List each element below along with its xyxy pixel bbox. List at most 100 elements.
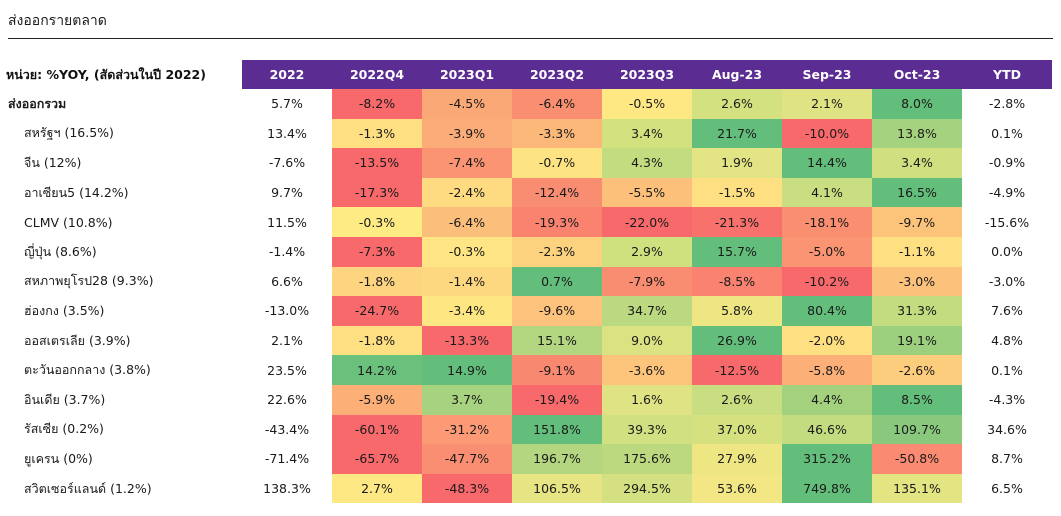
table-row: สหรัฐฯ (16.5%) 13.4% -1.3% -3.9% -3.3% 3.4% 21… — [4, 118, 1052, 149]
table-cell: -19.4% — [512, 384, 602, 415]
table-cell: -21.3% — [692, 207, 782, 237]
column-header: 2022Q4 — [332, 60, 422, 89]
table-row: สวิตเซอร์แลนด์ (1.2%) 138.3% 2.7% -48.3% 106… — [4, 473, 1052, 504]
table-cell: 2.7% — [332, 473, 422, 504]
table-cell: 11.5% — [267, 214, 307, 230]
table-cell: 14.4% — [782, 148, 872, 178]
column-header: 2023Q1 — [422, 60, 512, 89]
row-label: สวิตเซอร์แลนด์ (1.2%) — [24, 480, 152, 496]
table-cell: 135.1% — [872, 473, 962, 504]
table-cell: 315.2% — [782, 444, 872, 474]
title-divider — [8, 38, 1053, 39]
table-cell: -15.6% — [984, 214, 1030, 230]
table-cell: -5.0% — [782, 236, 872, 267]
row-label: อินเดีย (3.7%) — [24, 391, 106, 407]
row-label: CLMV (10.8%) — [24, 214, 113, 230]
row-label: สหรัฐฯ (16.5%) — [24, 125, 114, 141]
table-cell: 3.7% — [422, 384, 512, 415]
table-cell: 34.6% — [987, 421, 1027, 437]
table-cell: -3.6% — [602, 355, 692, 385]
table-cell: -0.7% — [512, 148, 602, 178]
table-cell: -1.8% — [332, 266, 422, 297]
table-cell: 1.6% — [602, 384, 692, 415]
table-cell: 2.6% — [692, 89, 782, 119]
table-cell: 23.5% — [267, 362, 307, 378]
table-cell: -7.3% — [332, 236, 422, 267]
table-cell: 109.7% — [872, 414, 962, 445]
table-cell: -4.9% — [988, 185, 1026, 201]
column-header: Aug-23 — [692, 60, 782, 89]
table-row: ออสเตรเลีย (3.9%) 2.1% -1.8% -13.3% 15.1% 9.0… — [4, 325, 1052, 356]
row-label: ยูเครน (0%) — [24, 450, 93, 466]
row-label: จีน (12%) — [24, 154, 82, 170]
table-cell: 9.7% — [271, 185, 303, 201]
table-cell: -10.0% — [782, 118, 872, 149]
table-cell: 39.3% — [602, 414, 692, 445]
table-cell: -4.3% — [988, 392, 1026, 408]
table-cell: 6.5% — [991, 481, 1023, 497]
table-cell: 13.4% — [267, 125, 307, 141]
table-cell: 0.1% — [991, 125, 1023, 141]
table-cell: 106.5% — [512, 473, 602, 504]
table-cell: -5.8% — [782, 355, 872, 385]
table-row: อินเดีย (3.7%) 22.6% -5.9% 3.7% -19.4% 1.6% 2.… — [4, 384, 1052, 415]
table-cell: -24.7% — [332, 296, 422, 326]
row-label: ตะวันออกกลาง (3.8%) — [24, 362, 151, 378]
table-row: ญี่ปุ่น (8.6%) -1.4% -7.3% -0.3% -2.3% 2.9% 15… — [4, 236, 1052, 267]
table-row: สหภาพยุโรป28 (9.3%) 6.6% -1.8% -1.4% 0.7% -7.… — [4, 266, 1052, 297]
table-cell: -13.5% — [332, 148, 422, 178]
table-cell: -4.5% — [422, 89, 512, 119]
column-header: YTD — [962, 60, 1052, 89]
table-cell: 749.8% — [782, 473, 872, 504]
table-cell: -1.4% — [422, 266, 512, 297]
table-cell: -7.4% — [422, 148, 512, 178]
row-label: ญี่ปุ่น (8.6%) — [24, 243, 97, 259]
table-cell: 0.7% — [512, 266, 602, 297]
table-cell: -2.4% — [422, 177, 512, 208]
table-cell: 15.1% — [512, 325, 602, 356]
table-header-row: หน่วย: %YOY, (สัดส่วนในปี 2022) 2022 2022… — [4, 60, 1052, 89]
table-cell: -1.3% — [332, 118, 422, 149]
table-row: ส่งออกรวม 5.7% -8.2% -4.5% -6.4% -0.5% 2.6% 2.1… — [4, 89, 1052, 119]
table-cell: -43.4% — [264, 421, 310, 437]
table-cell: -5.9% — [332, 384, 422, 415]
table-cell: 34.7% — [602, 296, 692, 326]
table-cell: -0.3% — [332, 207, 422, 237]
table-cell: -9.1% — [512, 355, 602, 385]
table-cell: 294.5% — [602, 473, 692, 504]
table-cell: -6.4% — [422, 207, 512, 237]
table-cell: 3.4% — [872, 148, 962, 178]
table-row: ฮ่องกง (3.5%) -13.0% -24.7% -3.4% -9.6% 34.7%… — [4, 296, 1052, 326]
table-cell: 14.2% — [332, 355, 422, 385]
table-cell: -9.7% — [872, 207, 962, 237]
table-cell: 19.1% — [872, 325, 962, 356]
table-cell: -7.6% — [268, 155, 306, 171]
table-row: ตะวันออกกลาง (3.8%) 23.5% 14.2% 14.9% -9.1% -… — [4, 355, 1052, 385]
table-cell: -7.9% — [602, 266, 692, 297]
table-cell: 1.9% — [692, 148, 782, 178]
table-cell: -12.4% — [512, 177, 602, 208]
table-cell: -0.9% — [988, 155, 1026, 171]
table-cell: 3.4% — [602, 118, 692, 149]
row-label: อาเซียน5 (14.2%) — [24, 184, 129, 200]
table-cell: -17.3% — [332, 177, 422, 208]
table-cell: 4.1% — [782, 177, 872, 208]
table-cell: -13.0% — [264, 303, 310, 319]
table-cell: 9.0% — [602, 325, 692, 356]
table-cell: -2.6% — [872, 355, 962, 385]
table-cell: -1.5% — [692, 177, 782, 208]
table-cell: -22.0% — [602, 207, 692, 237]
table-cell: -1.4% — [268, 244, 306, 260]
table-cell: -65.7% — [332, 444, 422, 474]
table-cell: 16.5% — [872, 177, 962, 208]
table-cell: -8.5% — [692, 266, 782, 297]
table-cell: 13.8% — [872, 118, 962, 149]
column-header: 2023Q2 — [512, 60, 602, 89]
table-cell: -3.9% — [422, 118, 512, 149]
table-cell: 31.3% — [872, 296, 962, 326]
table-cell: 15.7% — [692, 236, 782, 267]
row-label: ส่งออกรวม — [8, 95, 67, 111]
table-cell: -1.8% — [332, 325, 422, 356]
table-cell: -47.7% — [422, 444, 512, 474]
column-header: Sep-23 — [782, 60, 872, 89]
